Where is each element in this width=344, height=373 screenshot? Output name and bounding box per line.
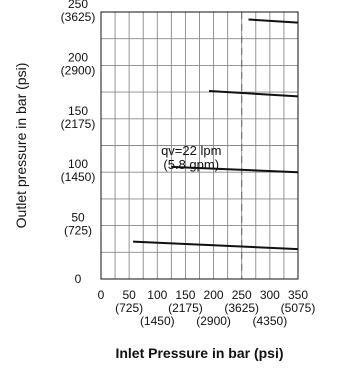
x-tick-label-psi: (2900)	[196, 314, 231, 328]
y-tick-label-psi: (2900)	[61, 63, 96, 77]
x-tick-label: 250	[232, 288, 252, 302]
series-line-4	[248, 18, 299, 24]
annotation-flow: qv=22 lpm	[161, 143, 221, 158]
y-axis-label: Outlet pressure in bar (psi)	[13, 63, 29, 229]
x-tick-label-psi: (1450)	[140, 314, 175, 328]
x-tick-label: 100	[147, 288, 167, 302]
annotation-flow-gpm: (5.8 gpm)	[163, 157, 219, 172]
plot-frame	[100, 11, 299, 280]
x-tick-label-psi: (5075)	[281, 301, 316, 315]
y-tick-label-psi: (2175)	[61, 117, 96, 131]
y-tick-label: 200	[68, 50, 88, 64]
x-tick-labels: 0 50(725) 100 (1450)150(2175)200 (2900)250(3…	[98, 288, 316, 328]
x-tick-label-psi: (4350)	[253, 314, 288, 328]
series-line-2	[171, 165, 299, 174]
series-line-1	[133, 240, 299, 251]
y-tick-label: 50	[71, 211, 85, 225]
y-tick-label: 0	[75, 272, 82, 286]
y-tick-label: 150	[68, 104, 88, 118]
y-tick-label-psi: (1450)	[61, 170, 96, 184]
y-tick-labels: 0 50(725) 100(1450) 150(2175) 200(2900) 250(3…	[61, 0, 96, 286]
series-line-3	[209, 90, 299, 98]
y-tick-label: 100	[68, 157, 88, 171]
x-tick-label: 200	[204, 288, 224, 302]
x-tick-label: 350	[288, 288, 308, 302]
x-tick-label-psi: (2175)	[168, 301, 203, 315]
x-axis-label: Inlet Pressure in bar (psi)	[115, 345, 283, 361]
y-tick-label-psi: (725)	[64, 224, 92, 238]
x-tick-label: 50	[122, 288, 136, 302]
grid	[101, 12, 298, 279]
x-tick-label: 0	[98, 288, 105, 302]
x-tick-label: 150	[175, 288, 195, 302]
x-tick-label-psi: (3625)	[224, 301, 259, 315]
y-tick-label: 250	[68, 0, 88, 11]
x-tick-label: 300	[260, 288, 280, 302]
x-tick-label-psi: (725)	[115, 301, 143, 315]
y-tick-label-psi: (3625)	[61, 10, 96, 24]
series-lines	[133, 18, 299, 251]
